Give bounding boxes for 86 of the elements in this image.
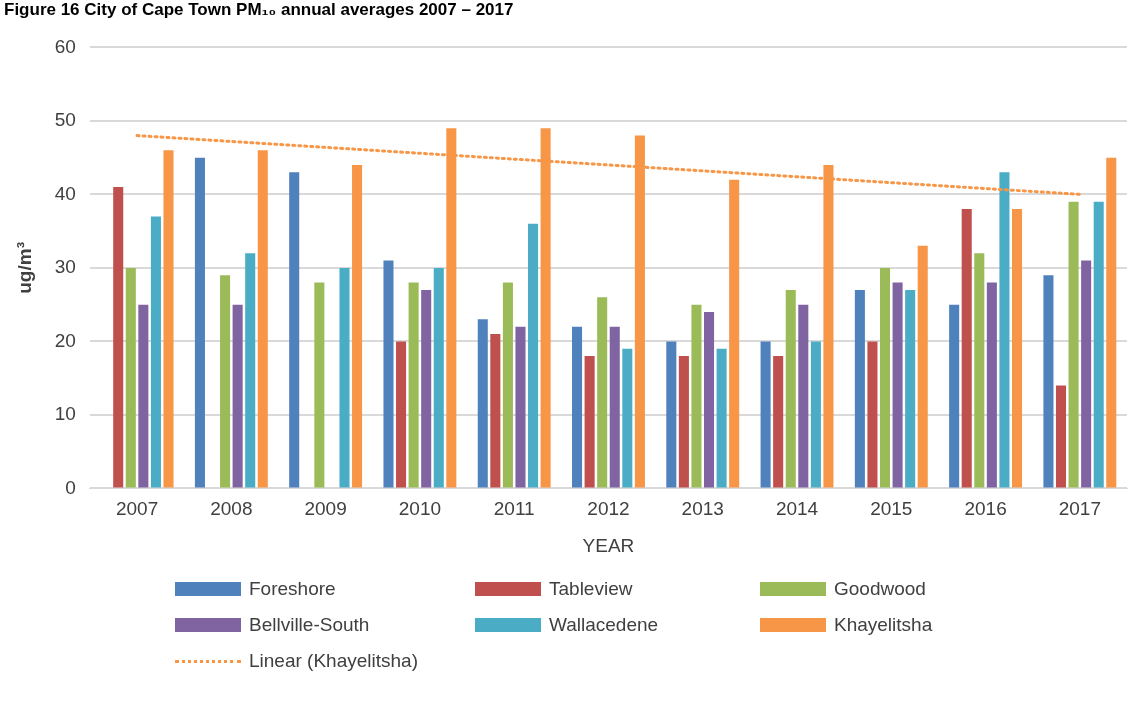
bar: [396, 341, 407, 488]
x-tick-label: 2013: [681, 498, 724, 520]
bar: [1081, 260, 1092, 488]
bar: [986, 282, 997, 488]
x-tick-label: 2010: [398, 498, 442, 520]
x-tick-label: 2011: [493, 498, 535, 520]
x-tick-label: 2015: [870, 498, 913, 520]
y-tick-label: 60: [54, 35, 76, 57]
y-tick-label: 20: [54, 329, 76, 351]
bar: [232, 304, 243, 488]
chart-title: Figure 16 City of Cape Town PM₁₀ annual averages 2007 – 2017: [4, 0, 514, 20]
bar: [245, 253, 256, 488]
bar: [810, 341, 821, 488]
bar: [785, 289, 796, 488]
bar: [528, 223, 539, 488]
bar: [917, 245, 928, 488]
bar: [220, 275, 231, 488]
y-tick-label: 0: [65, 476, 76, 498]
bar: [150, 216, 161, 488]
bar: [1093, 201, 1104, 488]
bar: [477, 319, 488, 488]
bar: [729, 179, 740, 488]
bar: [691, 304, 702, 488]
x-tick-label: 2007: [115, 498, 159, 520]
bar: [854, 289, 865, 488]
x-tick-label: 2014: [775, 498, 819, 520]
bar: [1106, 157, 1117, 488]
bar: [339, 267, 350, 488]
bar: [949, 304, 960, 488]
bar: [138, 304, 149, 488]
bar: [597, 297, 608, 488]
bar: [408, 282, 419, 488]
legend-label: Goodwood: [834, 578, 926, 600]
bar: [1043, 275, 1054, 488]
bar: [421, 289, 432, 488]
bar: [1011, 209, 1023, 488]
y-tick-label: 50: [54, 109, 76, 131]
bar: [314, 282, 325, 488]
legend-label: Khayelitsha: [834, 614, 933, 636]
bar: [678, 356, 689, 488]
bar: [867, 341, 878, 488]
bar: [798, 304, 809, 488]
legend-label: Linear (Khayelitsha): [249, 650, 418, 672]
bar: [163, 150, 174, 488]
x-axis-title: YEAR: [582, 534, 635, 556]
bar: [1068, 201, 1079, 488]
x-tick-label: 2012: [587, 498, 630, 520]
x-tick-label: 2016: [964, 498, 1007, 520]
legend-label: Tableview: [549, 578, 633, 600]
bar: [113, 187, 124, 488]
bar: [352, 165, 363, 488]
bar: [716, 348, 727, 488]
bar: [1055, 385, 1067, 488]
x-tick-label: 2009: [304, 498, 347, 520]
bar: [257, 150, 268, 488]
legend-label: Foreshore: [249, 578, 336, 600]
bar: [666, 341, 677, 488]
y-tick-label: 10: [54, 403, 76, 425]
bar: [125, 267, 136, 488]
bar: [502, 282, 513, 488]
y-tick-label: 30: [54, 256, 76, 278]
legend-label: Bellville-South: [249, 614, 370, 636]
bar: [433, 267, 444, 488]
bar: [490, 334, 501, 488]
bar: [194, 157, 205, 488]
bar: [704, 312, 715, 488]
bar: [515, 326, 526, 488]
bar: [289, 172, 300, 488]
bar: [572, 326, 583, 488]
bar: [760, 341, 771, 488]
y-axis-title: ug/m³: [13, 242, 35, 294]
legend-label: Wallacedene: [549, 614, 659, 636]
bar: [622, 348, 633, 488]
bar: [609, 326, 620, 488]
y-tick-label: 40: [54, 182, 76, 204]
bar: [879, 267, 891, 488]
bar: [961, 209, 972, 488]
x-tick-label: 2017: [1058, 498, 1101, 520]
bar: [892, 282, 903, 488]
bar: [974, 253, 985, 488]
bar: [383, 260, 394, 488]
bar: [773, 356, 784, 488]
bar: [584, 356, 595, 488]
bar: [905, 289, 916, 488]
x-tick-label: 2008: [210, 498, 253, 520]
bar: [999, 172, 1010, 488]
